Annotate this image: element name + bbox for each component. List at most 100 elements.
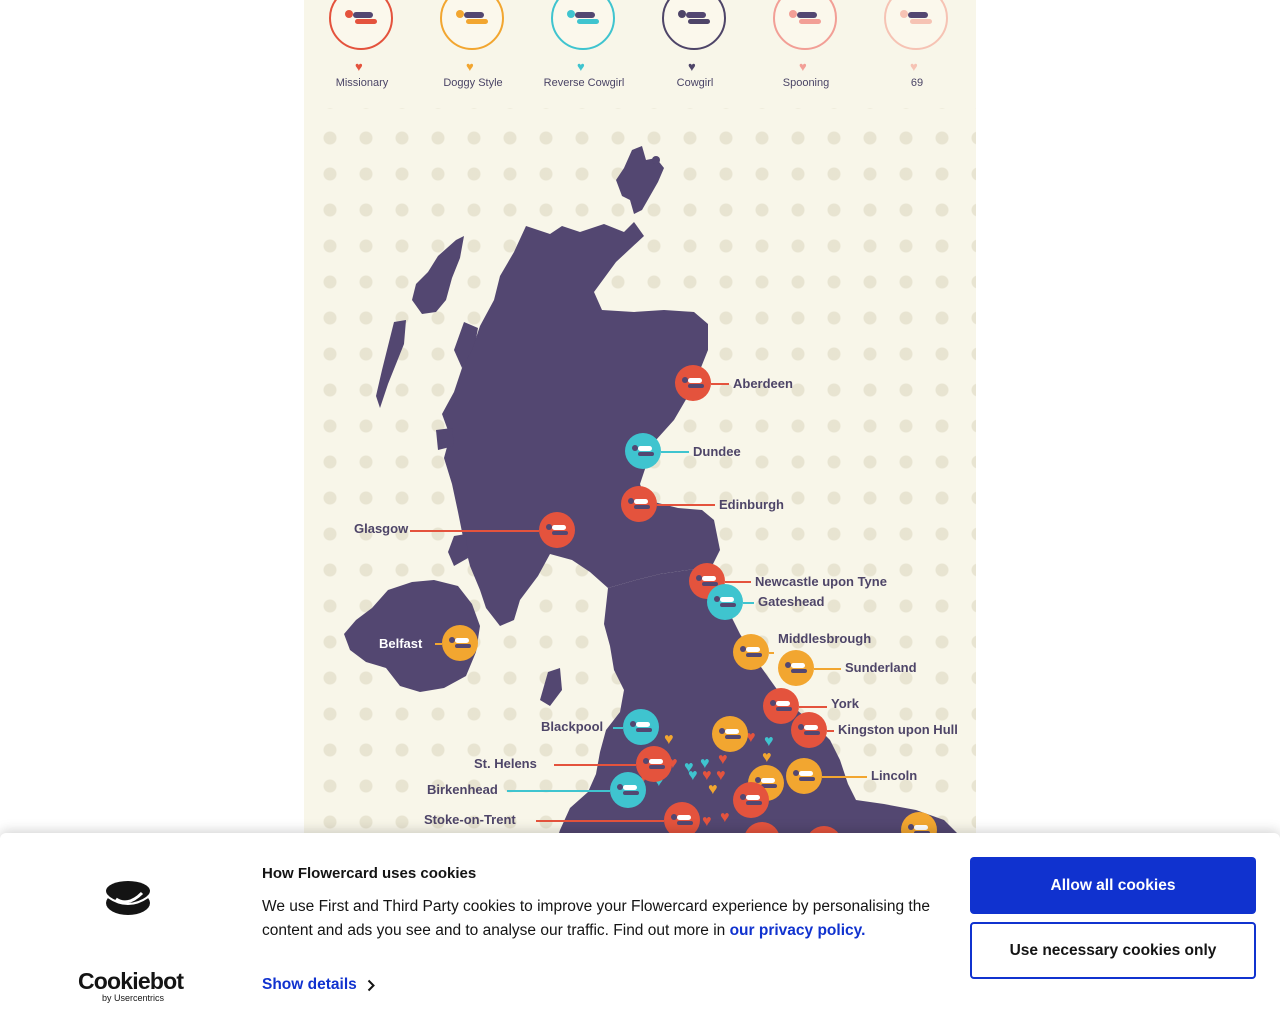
city-marker-icon <box>732 781 770 824</box>
legend-label: Spooning <box>782 77 830 89</box>
show-details-button[interactable]: Show details <box>262 976 375 994</box>
cookiebot-logo-icon <box>106 881 150 915</box>
city-connector-line <box>827 730 834 732</box>
heart-marker: ♥ <box>684 759 694 776</box>
city-marker-icon <box>441 624 479 667</box>
heart-marker: ♥ <box>720 809 730 826</box>
heart-marker: ♥ <box>746 729 756 746</box>
city-label: Dundee <box>693 444 741 459</box>
city-label: Blackpool <box>541 719 604 734</box>
cookiebot-brand: Cookiebot by Usercentrics <box>78 968 184 1003</box>
city-marker-icon <box>777 649 815 692</box>
city-label: Edinburgh <box>719 497 784 512</box>
city-label: Gateshead <box>758 594 825 609</box>
skye <box>454 322 478 368</box>
city-connector-line <box>769 652 774 654</box>
cookiebot-brand-sub: by Usercentrics <box>102 993 165 1003</box>
legend-position-icon <box>329 0 393 50</box>
city-label: Aberdeen <box>733 376 793 391</box>
heart-marker: ♥ <box>668 755 678 772</box>
legend-label: 69 <box>910 77 924 89</box>
city-label: Newcastle upon Tyne <box>755 574 887 589</box>
city-marker-icon <box>622 708 660 751</box>
city-marker-icon <box>609 771 647 814</box>
city-marker-icon <box>674 364 712 407</box>
city-marker-icon <box>762 687 800 730</box>
city-marker-icon <box>635 745 673 788</box>
legend-heart-icon: ♥ <box>577 59 585 74</box>
northern-ireland <box>344 580 480 692</box>
legend-label: Reverse Cowgirl <box>543 77 625 89</box>
city-connector-line <box>657 504 715 506</box>
legend-heart-icon: ♥ <box>355 59 363 74</box>
cookiebot-brand-name: Cookiebot <box>78 968 184 994</box>
legend-position-icon <box>773 0 837 50</box>
outer-hebrides <box>412 236 464 314</box>
cookie-banner-text: We use First and Third Party cookies to … <box>262 898 930 939</box>
city-label: Stoke-on-Trent <box>424 812 516 827</box>
city-connector-line <box>554 764 636 766</box>
city-connector-line <box>711 383 729 385</box>
legend-position-icon <box>440 0 504 50</box>
heart-marker: ♥ <box>664 731 674 748</box>
cookie-banner-body: We use First and Third Party cookies to … <box>262 895 942 943</box>
legend-heart-icon: ♥ <box>799 59 807 74</box>
city-connector-line <box>435 643 442 645</box>
show-details-label: Show details <box>262 976 357 993</box>
isle-of-man <box>540 668 562 706</box>
small-island <box>652 156 660 164</box>
city-label: St. Helens <box>474 756 537 771</box>
city-label: Lincoln <box>871 768 918 783</box>
city-connector-line <box>410 530 539 532</box>
cookie-banner: Cookiebot by Usercentrics How Flowercard… <box>0 833 1280 1024</box>
heart-marker: ♥ <box>764 733 774 750</box>
islay <box>448 534 468 566</box>
city-connector-line <box>661 451 689 453</box>
city-connector-line <box>613 727 623 729</box>
necessary-cookies-only-button[interactable]: Use necessary cookies only <box>970 922 1256 979</box>
city-marker-icon <box>711 715 749 758</box>
city-marker-icon <box>785 757 823 800</box>
allow-all-cookies-button[interactable]: Allow all cookies <box>970 857 1256 914</box>
city-connector-line <box>725 581 751 583</box>
legend-heart-icon: ♥ <box>688 59 696 74</box>
position-legend: ♥ Missionary ♥ Doggy Style ♥ Reverse Cowgirl ♥… <box>304 0 976 108</box>
city-label: Sunderland <box>845 660 917 675</box>
city-marker-icon <box>790 711 828 754</box>
city-label: Belfast <box>379 636 423 651</box>
legend-position-icon <box>551 0 615 50</box>
city-label: York <box>831 696 859 711</box>
city-marker-icon <box>732 633 770 676</box>
heart-marker: ♥ <box>708 781 718 798</box>
legend-label: Missionary <box>335 77 389 89</box>
city-connector-line <box>743 602 754 604</box>
cookie-banner-title: How Flowercard uses cookies <box>262 865 477 882</box>
legend-label: Doggy Style <box>443 77 503 89</box>
legend-heart-icon: ♥ <box>466 59 474 74</box>
chevron-right-icon <box>367 979 375 991</box>
city-marker-icon <box>624 432 662 475</box>
legend-position-icon <box>884 0 948 50</box>
heart-marker: ♥ <box>688 767 698 784</box>
privacy-policy-link[interactable]: our privacy policy. <box>729 922 866 939</box>
heart-marker: ♥ <box>716 767 726 784</box>
heart-marker: ♥ <box>702 813 712 830</box>
city-label: Birkenhead <box>427 782 498 797</box>
mull <box>436 428 454 450</box>
heart-marker: ♥ <box>702 767 712 784</box>
city-connector-line <box>822 776 867 778</box>
legend-position-icon <box>662 0 726 50</box>
city-marker-icon <box>620 485 658 528</box>
city-label: Kingston upon Hull <box>838 722 958 737</box>
city-marker-icon <box>538 511 576 554</box>
city-marker-icon <box>663 801 701 844</box>
city-connector-line <box>507 790 610 792</box>
city-connector-line <box>536 820 664 822</box>
hebrides-south <box>376 320 406 408</box>
city-connector-line <box>799 706 827 708</box>
city-label: Middlesbrough <box>778 631 872 646</box>
scotland-mainland <box>442 222 720 626</box>
legend-heart-icon: ♥ <box>910 59 918 74</box>
city-connector-line <box>814 668 841 670</box>
legend-label: Cowgirl <box>676 77 714 89</box>
